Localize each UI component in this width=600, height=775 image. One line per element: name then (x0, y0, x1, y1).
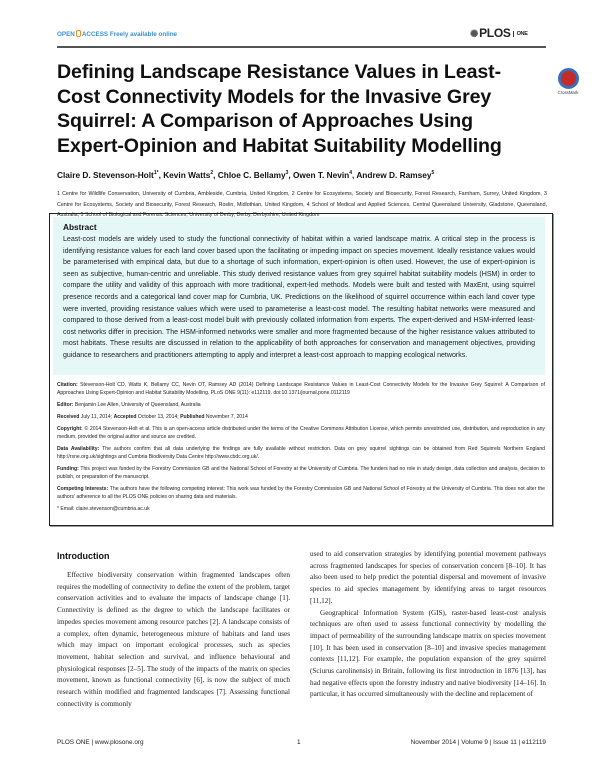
journal-sub: ONE (512, 31, 528, 37)
footer-journal: PLOS ONE | www.plosone.org (57, 739, 144, 746)
introduction-heading: Introduction (57, 551, 110, 561)
crossmark-icon (557, 68, 579, 89)
left-column: Effective biodiversity conservation with… (57, 570, 290, 710)
abstract-heading: Abstract (63, 222, 97, 232)
open-lock-icon (75, 30, 81, 37)
author: Claire D. Stevenson-Holt1* (57, 170, 159, 180)
abstract-text: Least-cost models are widely used to stu… (63, 236, 535, 359)
crossmark-badge[interactable]: CrossMark (554, 68, 582, 95)
intro-paragraph: used to aid conservation strategies by i… (310, 550, 546, 605)
right-column: used to aid conservation strategies by i… (310, 549, 546, 701)
plos-sun-icon: ✺ (470, 29, 479, 40)
article-metadata: Citation: Stevenson-Holt CD, Watts K, Be… (57, 381, 545, 517)
access-text: ACCESS (81, 31, 109, 38)
freely-available-text: Freely available online (109, 31, 178, 38)
abstract-section: Abstract Least-cost models are widely us… (53, 217, 545, 375)
funding: Funding: This project was funded by the … (57, 466, 545, 480)
author: Andrew D. Ramsey5 (356, 170, 435, 180)
open-text: OPEN (57, 31, 75, 38)
open-access-label: OPEN ACCESS Freely available online (57, 30, 177, 38)
dates: Received July 11, 2014; Accepted October… (57, 414, 248, 420)
editor: Editor: Benjamin Lee Allen, University o… (57, 402, 201, 408)
author: Owen T. Nevin4 (292, 170, 352, 180)
email[interactable]: * Email: claire.stevenson@cumbria.ac.uk (57, 506, 150, 512)
intro-paragraph: Effective biodiversity conservation with… (57, 571, 290, 708)
author: Chloe C. Bellamy3 (217, 170, 289, 180)
abstract-box (49, 213, 553, 526)
affiliations: 1 Centre for Wildlife Conservation, Univ… (57, 191, 547, 218)
author: Kevin Watts2 (163, 170, 214, 180)
citation: Citation: Stevenson-Holt CD, Watts K, Be… (57, 382, 545, 396)
intro-paragraph: Geographical Information System (GIS), r… (310, 608, 546, 699)
article-title: Defining Landscape Resistance Values in … (57, 61, 502, 157)
footer-issue: November 2014 | Volume 9 | Issue 11 | e1… (410, 739, 546, 746)
page-number: 1 (297, 739, 301, 746)
copyright: Copyright: © 2014 Stevenson-Holt et al. … (57, 426, 545, 440)
header-divider (57, 46, 546, 48)
author-list: Claire D. Stevenson-Holt1*, Kevin Watts2… (57, 170, 435, 180)
journal-name: PLOS (479, 26, 511, 40)
data-availability: Data Availability: The authors confirm t… (57, 446, 545, 460)
competing-interests: Competing Interests: The authors have th… (57, 486, 545, 500)
crossmark-label: CrossMark (557, 90, 579, 95)
plos-one-logo: ✺PLOS ONE (470, 26, 528, 40)
